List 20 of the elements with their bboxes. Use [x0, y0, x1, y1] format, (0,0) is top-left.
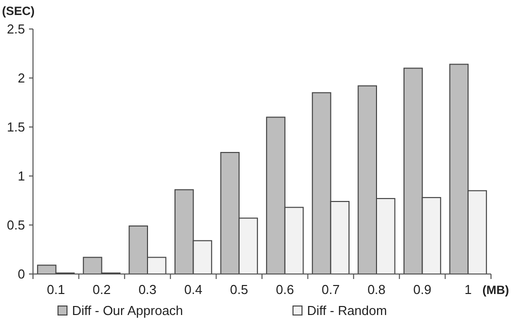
legend-label: Diff - Random [307, 303, 387, 318]
x-tick-label: 0.5 [230, 282, 248, 297]
x-tick-label: 1 [464, 282, 472, 297]
y-tick-label: 0.5 [6, 218, 25, 233]
y-axis-title: (SEC) [2, 4, 35, 18]
y-tick-label: 1 [18, 168, 25, 184]
x-tick-label: 0.7 [322, 282, 340, 297]
x-tick-label: 0.9 [413, 282, 432, 297]
x-tick-label: 0.3 [138, 282, 157, 297]
y-tick-label: 1.5 [6, 120, 25, 135]
y-tick-label: 2.5 [6, 22, 25, 37]
x-tick-label: 0.8 [367, 282, 386, 297]
x-tick-label: 0.1 [46, 282, 65, 297]
y-tick-label: 0 [18, 266, 25, 282]
x-tick-label: 0.4 [184, 282, 202, 297]
legend-label: Diff - Our Approach [72, 303, 184, 318]
x-axis-title: (MB) [482, 283, 509, 297]
x-tick-label: 0.2 [92, 282, 111, 297]
y-tick-label: 2 [18, 70, 25, 86]
x-tick-label: 0.6 [276, 282, 294, 297]
